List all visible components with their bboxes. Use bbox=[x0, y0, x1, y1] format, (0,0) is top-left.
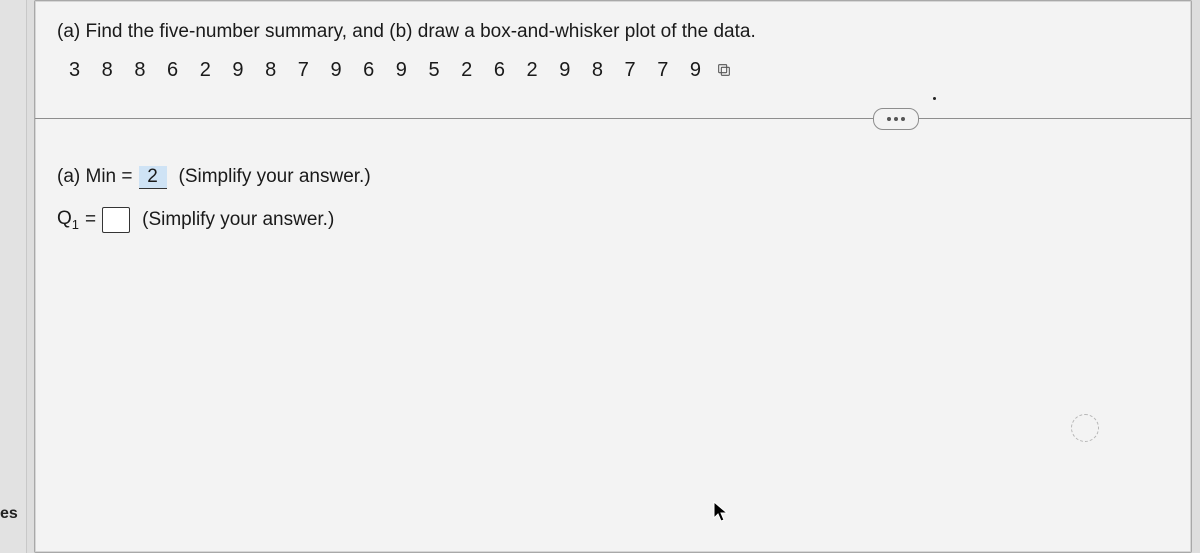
answer-area: (a) Min = 2 (Simplify your answer.) Q1 =… bbox=[35, 128, 1191, 233]
question-area: (a) Find the five-number summary, and (b… bbox=[35, 1, 1191, 128]
cursor-pointer-icon bbox=[713, 501, 729, 528]
app-frame: es (a) Find the five-number summary, and… bbox=[0, 0, 1200, 553]
min-value-field[interactable]: 2 bbox=[139, 166, 167, 189]
loading-indicator-icon bbox=[1071, 414, 1099, 442]
q1-label-main: Q bbox=[57, 208, 72, 229]
nav-tab-fragment: es bbox=[0, 505, 20, 523]
data-row: 3 8 8 6 2 9 8 7 9 6 9 5 2 6 2 9 8 7 7 9 bbox=[57, 59, 1169, 82]
answer-line-min: (a) Min = 2 (Simplify your answer.) bbox=[57, 166, 1169, 189]
min-prefix: (a) Min = bbox=[57, 166, 133, 188]
more-icon[interactable] bbox=[873, 108, 919, 130]
divider-row bbox=[57, 108, 1169, 128]
q1-hint: (Simplify your answer.) bbox=[142, 209, 334, 231]
question-panel: (a) Find the five-number summary, and (b… bbox=[34, 0, 1192, 553]
q1-label-sub: 1 bbox=[72, 217, 79, 232]
q1-label: Q1 bbox=[57, 208, 79, 232]
question-prompt: (a) Find the five-number summary, and (b… bbox=[57, 19, 1169, 45]
copy-icon[interactable] bbox=[715, 61, 733, 79]
data-values: 3 8 8 6 2 9 8 7 9 6 9 5 2 6 2 9 8 7 7 9 bbox=[69, 59, 709, 82]
q1-equals: = bbox=[85, 209, 96, 231]
left-gutter: es bbox=[0, 0, 27, 553]
q1-input[interactable] bbox=[102, 207, 130, 233]
min-hint: (Simplify your answer.) bbox=[179, 166, 371, 188]
answer-line-q1: Q1 = (Simplify your answer.) bbox=[57, 207, 1169, 233]
divider-line bbox=[35, 118, 1191, 119]
decorative-speck bbox=[933, 97, 936, 100]
